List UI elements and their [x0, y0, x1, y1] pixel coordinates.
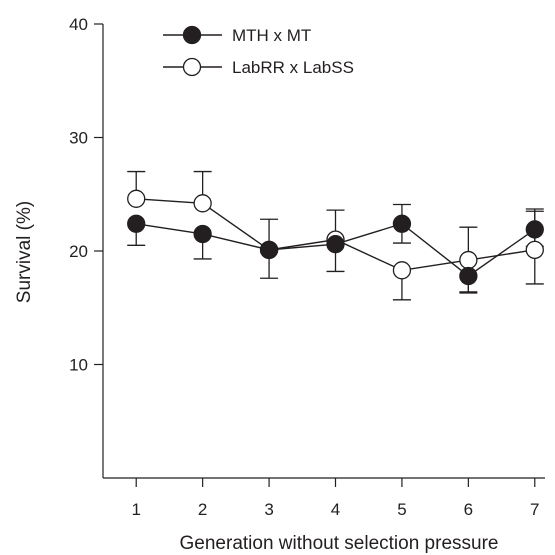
data-point-filled [526, 221, 543, 238]
data-point-open [460, 252, 477, 269]
x-tick-label: 3 [264, 500, 273, 519]
x-tick-label: 1 [131, 500, 140, 519]
data-point-filled [261, 241, 278, 258]
legend-marker-open [184, 59, 201, 76]
data-point-open [526, 241, 543, 258]
data-point-filled [393, 215, 410, 232]
data-point-filled [194, 225, 211, 242]
data-point-filled [128, 215, 145, 232]
y-tick-label: 30 [69, 129, 88, 148]
x-tick-label: 4 [331, 500, 340, 519]
data-point-open [128, 190, 145, 207]
data-point-filled [460, 267, 477, 284]
legend-marker-filled [184, 27, 201, 44]
legend-label: LabRR x LabSS [232, 58, 354, 77]
legend: MTH x MT LabRR x LabSS [163, 26, 354, 77]
y-axis-title: Survival (%) [14, 201, 35, 303]
x-tick-label: 2 [198, 500, 207, 519]
data-point-open [194, 195, 211, 212]
y-tick-label: 20 [69, 242, 88, 261]
y-tick-label: 40 [69, 15, 88, 34]
x-axis-title: Generation without selection pressure [180, 533, 499, 554]
legend-label: MTH x MT [232, 26, 311, 45]
x-tick-label: 5 [397, 500, 406, 519]
y-tick-label: 10 [69, 356, 88, 375]
data-point-filled [327, 236, 344, 253]
data-point-open [393, 262, 410, 279]
plot-series [127, 172, 544, 300]
x-tick-label: 7 [530, 500, 539, 519]
x-tick-label: 6 [464, 500, 473, 519]
